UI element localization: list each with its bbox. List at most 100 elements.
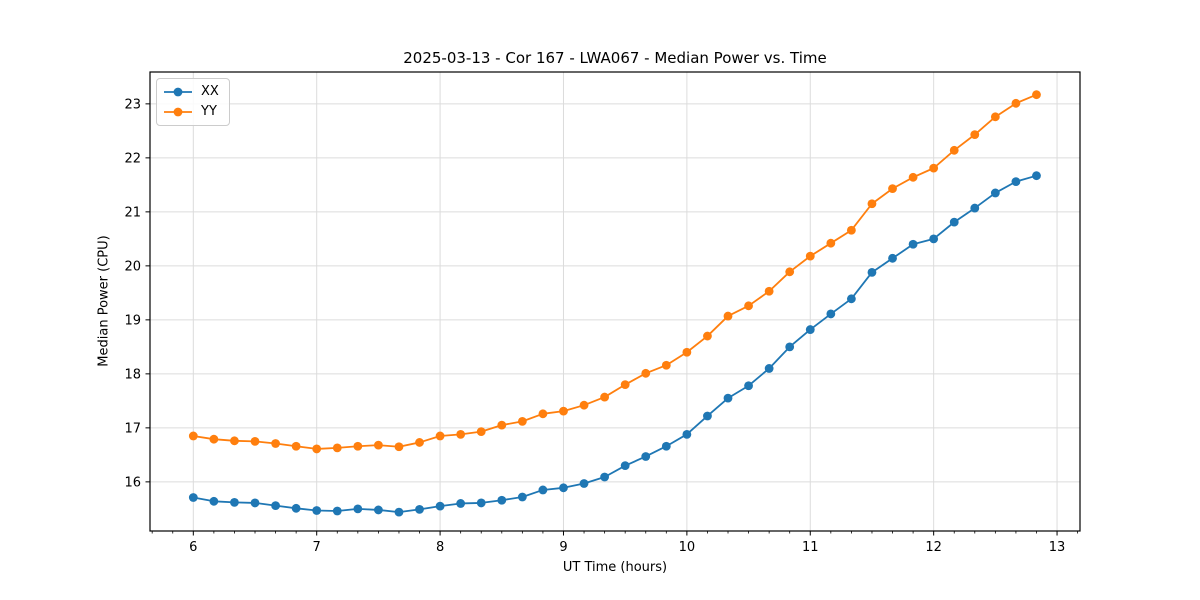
series-xx-marker (888, 253, 897, 263)
series-yy-marker (230, 436, 239, 446)
series-xx-marker (394, 507, 404, 517)
series-yy-marker (332, 443, 342, 453)
series-xx-marker (332, 506, 342, 516)
series-xx-marker (312, 506, 322, 515)
series-yy-marker (415, 438, 424, 447)
x-tick-label: 11 (802, 540, 819, 555)
series-yy-line (193, 93, 1037, 450)
series-yy-marker (744, 301, 753, 311)
series-xx-marker (846, 294, 856, 304)
series-xx-marker (230, 497, 239, 507)
series-yy-marker (312, 444, 322, 454)
y-tick-label: 16 (124, 475, 141, 490)
x-tick-label: 13 (1049, 540, 1066, 555)
series-xx-marker (374, 505, 383, 515)
series-yy-marker (990, 112, 1000, 122)
y-tick-label: 21 (124, 205, 141, 220)
legend-label: YY (201, 104, 217, 119)
y-tick-label: 19 (124, 313, 141, 328)
series-yy-marker (374, 440, 383, 450)
series-yy-marker (497, 420, 507, 430)
series-yy-marker (641, 368, 651, 378)
series-yy-marker (620, 380, 630, 390)
series-yy-marker (291, 441, 301, 451)
series-xx-marker (744, 381, 753, 391)
series-xx-marker (538, 485, 548, 495)
series-xx-marker (1032, 171, 1041, 181)
series-yy-marker (1011, 98, 1021, 108)
series-yy-marker (209, 434, 219, 444)
series-yy-marker (764, 286, 774, 296)
series-yy-marker (476, 427, 486, 437)
x-tick-label: 6 (189, 540, 197, 555)
series-yy-marker (682, 347, 692, 357)
series-yy-marker (435, 431, 445, 441)
series-yy-marker (949, 145, 959, 155)
y-tick-label: 17 (124, 421, 141, 436)
x-tick-label: 12 (925, 540, 942, 555)
series-xx-marker (435, 501, 445, 511)
series-xx-marker (908, 239, 918, 249)
series-xx-marker (641, 452, 651, 461)
series-yy-marker (929, 163, 939, 173)
series-yy-marker (579, 400, 589, 410)
series-yy-marker (353, 441, 363, 451)
series-xx-marker (517, 492, 527, 502)
series-xx-marker (826, 309, 836, 319)
series-yy-marker (1032, 90, 1041, 100)
series-xx-marker (579, 479, 589, 488)
series-yy-marker (271, 439, 280, 448)
series-xx-marker (188, 493, 198, 502)
series-xx-marker (209, 496, 219, 506)
series-yy-marker (970, 130, 980, 140)
series-yy-marker (456, 429, 466, 439)
series-xx-marker (415, 505, 424, 514)
series-xx-marker (970, 203, 980, 213)
x-axis-label: UT Time (hours) (562, 560, 668, 575)
series-yy-marker (600, 392, 610, 402)
series-xx-marker (559, 483, 568, 493)
series-yy-marker (805, 251, 815, 261)
y-tick-label: 22 (124, 151, 141, 166)
series-yy-marker (250, 436, 260, 446)
series-yy-marker (867, 199, 877, 209)
x-tick-label: 10 (679, 540, 696, 555)
series-yy-marker (559, 406, 568, 416)
series-xx-marker (661, 441, 671, 451)
x-tick-label: 8 (436, 540, 444, 555)
series-xx-marker (271, 501, 280, 511)
series-xx-marker (353, 504, 363, 514)
series-xx-marker (682, 429, 692, 439)
series-xx-marker (250, 498, 260, 508)
series-xx-marker (476, 498, 486, 508)
x-tick-label: 9 (559, 540, 567, 555)
series-yy-marker (517, 416, 527, 426)
series-xx-marker (929, 234, 939, 244)
series-yy-marker (394, 442, 404, 452)
series-xx-marker (600, 472, 610, 482)
series-xx-marker (990, 188, 1000, 198)
legend-item-yy: YY (163, 103, 219, 121)
legend: XX YY (156, 78, 230, 126)
series-yy-marker (826, 238, 836, 248)
series-yy-marker (661, 360, 671, 370)
series-xx-marker (764, 364, 774, 373)
series-xx-marker (805, 325, 815, 334)
series-xx-marker (867, 267, 877, 277)
x-tick-label: 7 (313, 540, 321, 555)
series-xx-marker (949, 217, 959, 227)
chart-title: 2025-03-13 - Cor 167 - LWA067 - Median P… (403, 49, 827, 67)
series-xx-marker (456, 499, 466, 508)
series-yy-marker (846, 225, 856, 235)
series-yy-marker (785, 267, 795, 277)
series-yy-marker (908, 172, 918, 182)
y-tick-label: 23 (124, 97, 141, 112)
legend-label: XX (201, 84, 219, 99)
series-yy-marker (188, 431, 198, 441)
series-yy-marker (538, 409, 548, 419)
series-yy-marker (888, 184, 897, 194)
legend-line-marker-icon (164, 87, 192, 97)
series-xx-marker (723, 393, 733, 403)
legend-item-xx: XX (163, 83, 219, 101)
